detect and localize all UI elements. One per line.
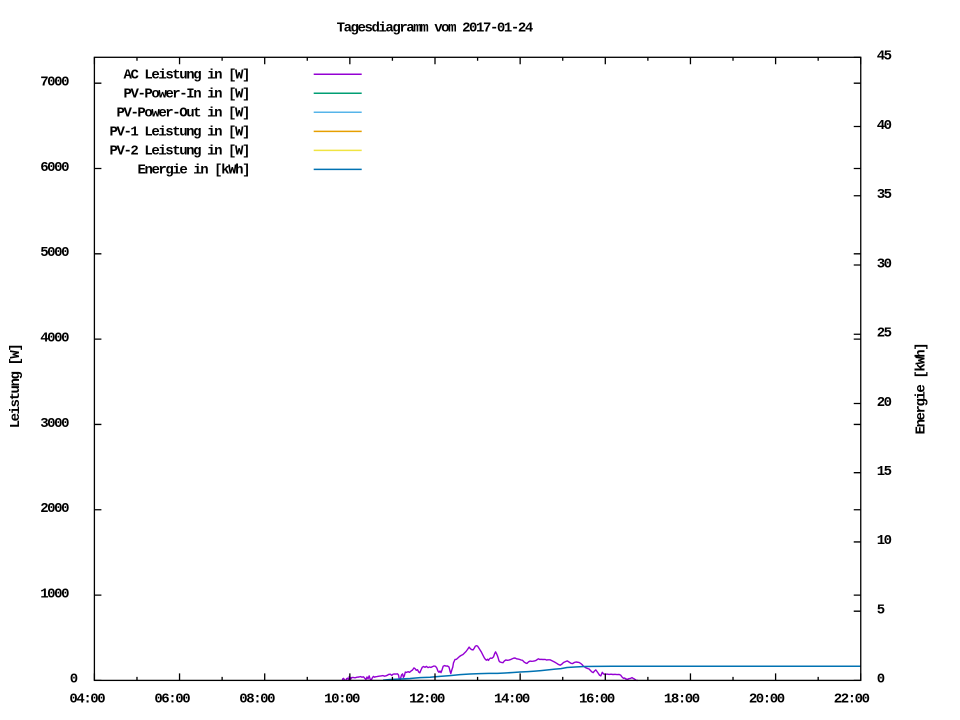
svg-text:18:00: 18:00 [664, 692, 700, 708]
svg-text:Tagesdiagramm vom 2017-01-24: Tagesdiagramm vom 2017-01-24 [337, 20, 533, 36]
svg-text:AC Leistung in [W]: AC Leistung in [W] [124, 67, 250, 83]
svg-text:1000: 1000 [40, 586, 69, 602]
svg-text:40: 40 [877, 118, 892, 134]
svg-text:10: 10 [877, 533, 892, 549]
svg-text:35: 35 [877, 187, 892, 203]
svg-text:PV-1 Leistung in [W]: PV-1 Leistung in [W] [110, 125, 249, 141]
svg-text:22:00: 22:00 [834, 692, 870, 708]
svg-text:2000: 2000 [40, 501, 69, 517]
svg-text:20:00: 20:00 [749, 692, 785, 708]
svg-text:7000: 7000 [40, 75, 69, 91]
svg-text:Energie in [kWh]: Energie in [kWh] [138, 163, 250, 179]
svg-text:15: 15 [877, 464, 892, 480]
svg-text:06:00: 06:00 [154, 692, 190, 708]
svg-text:0: 0 [877, 672, 885, 688]
svg-text:14:00: 14:00 [494, 692, 530, 708]
svg-text:Energie [kWh]: Energie [kWh] [914, 344, 930, 435]
svg-text:3000: 3000 [40, 416, 69, 432]
svg-text:6000: 6000 [40, 160, 69, 176]
svg-text:08:00: 08:00 [239, 692, 275, 708]
svg-text:25: 25 [877, 326, 892, 342]
svg-text:5000: 5000 [40, 245, 69, 261]
svg-text:04:00: 04:00 [69, 692, 105, 708]
svg-text:0: 0 [70, 672, 78, 688]
svg-text:PV-Power-Out in [W]: PV-Power-Out in [W] [117, 105, 249, 121]
svg-text:PV-Power-In in [W]: PV-Power-In in [W] [124, 86, 250, 102]
svg-text:20: 20 [877, 395, 892, 411]
svg-text:45: 45 [877, 49, 892, 65]
svg-text:PV-2 Leistung in [W]: PV-2 Leistung in [W] [110, 144, 249, 160]
svg-text:4000: 4000 [40, 330, 69, 346]
svg-text:5: 5 [877, 602, 885, 618]
svg-text:16:00: 16:00 [579, 692, 615, 708]
svg-text:Leistung [W]: Leistung [W] [8, 345, 24, 429]
svg-text:12:00: 12:00 [409, 692, 445, 708]
svg-text:10:00: 10:00 [324, 692, 360, 708]
svg-text:30: 30 [877, 256, 892, 272]
